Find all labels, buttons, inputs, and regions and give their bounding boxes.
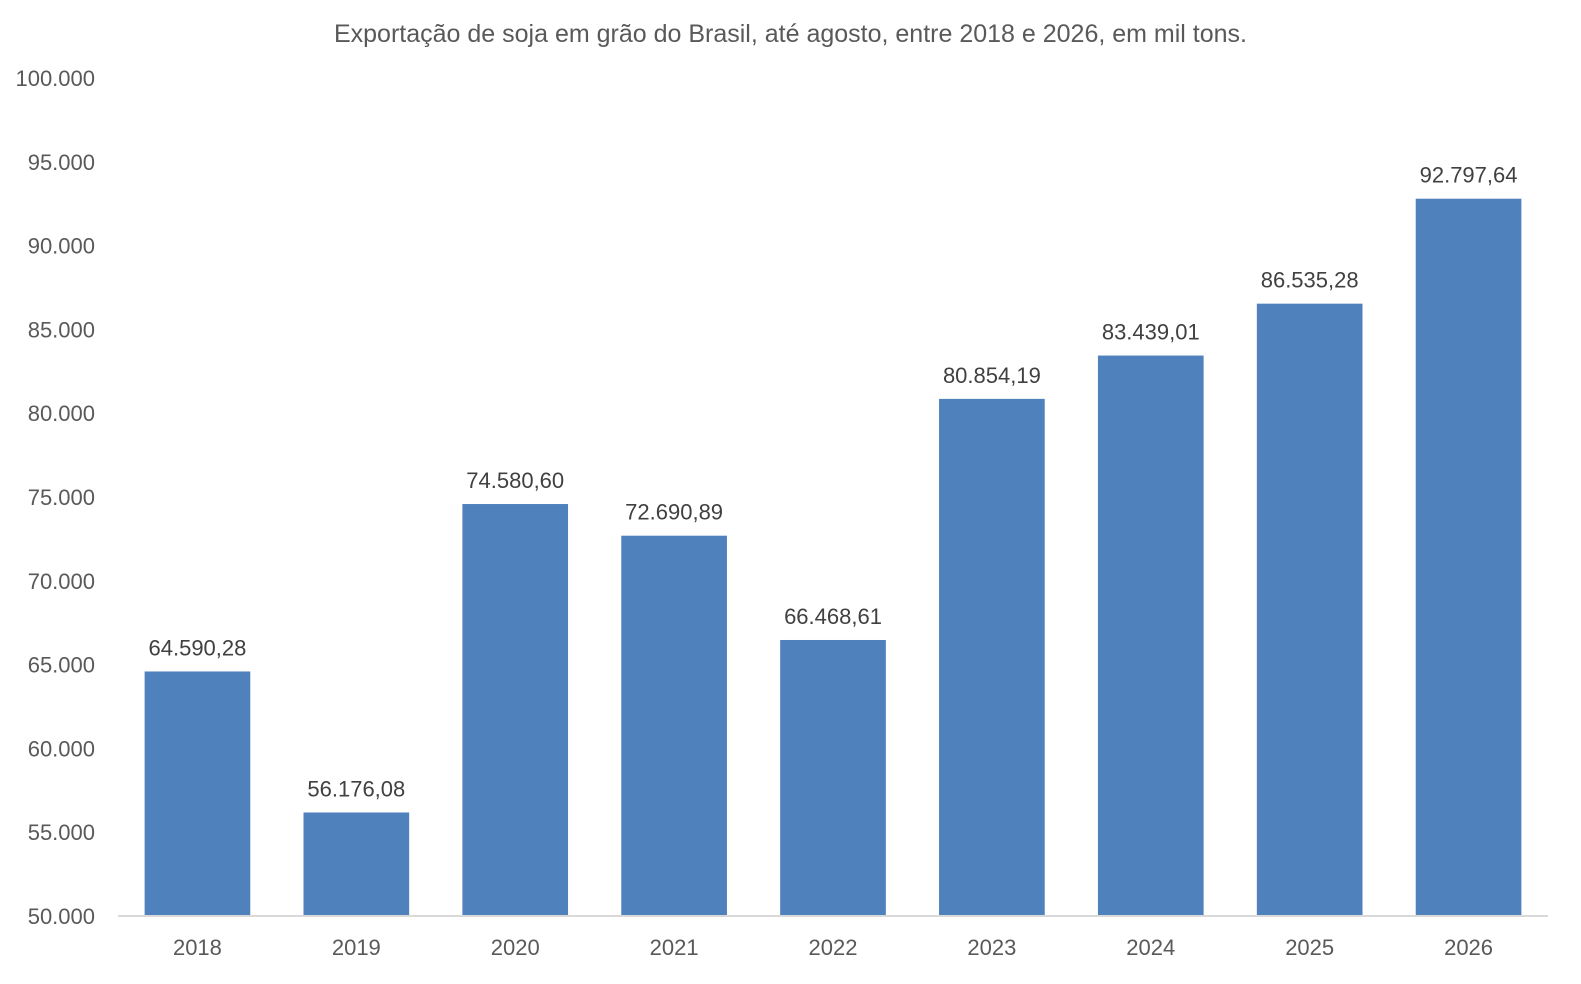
bar-2022 [780,639,886,916]
data-label-2025: 86.535,28 [1261,268,1359,293]
x-tick-label: 2024 [1126,935,1175,960]
y-tick-label: 70.000 [28,569,95,594]
data-label-2019: 56.176,08 [307,776,405,801]
x-tick-label: 2022 [809,935,858,960]
data-label-2026: 92.797,64 [1420,163,1518,188]
y-tick-label: 75.000 [28,485,95,510]
x-tick-label: 2019 [332,935,381,960]
bar-2019 [303,812,410,916]
bar-2023 [939,398,1045,916]
bar-2018 [144,671,251,916]
x-tick-label: 2020 [491,935,540,960]
x-tick-label: 2026 [1444,935,1493,960]
x-tick-label: 2025 [1285,935,1334,960]
y-axis: 50.000 55.000 60.000 65.000 70.000 75.000 80.0… [15,66,95,929]
y-tick-label: 60.000 [28,736,95,761]
bar-2020 [462,504,569,916]
y-tick-label: 90.000 [28,234,95,259]
y-tick-label: 100.000 [15,66,95,91]
data-label-2023: 80.854,19 [943,363,1041,388]
x-tick-label: 2018 [173,935,222,960]
bar-2025 [1256,303,1363,916]
x-axis: 2018 2019 2020 2021 2022 2023 2024 2025 2026 [118,915,1548,960]
bar-2021 [621,535,727,916]
bars [144,198,1522,916]
data-label-2018: 64.590,28 [149,635,247,660]
data-label-2022: 66.468,61 [784,604,882,629]
y-tick-label: 65.000 [28,653,95,678]
data-label-2020: 74.580,60 [466,468,564,493]
bar-2026 [1415,198,1522,916]
data-label-2021: 72.690,89 [625,500,723,525]
data-labels: 64.590,28 56.176,08 74.580,60 72.690,89 66.4… [149,163,1518,802]
x-tick-label: 2021 [650,935,699,960]
data-label-2024: 83.439,01 [1102,320,1200,345]
x-tick-label: 2023 [967,935,1016,960]
y-tick-label: 80.000 [28,401,95,426]
y-tick-label: 85.000 [28,317,95,342]
chart-title: Exportação de soja em grão do Brasil, at… [333,20,1248,48]
y-tick-label: 95.000 [28,150,95,175]
bar-2024 [1097,355,1204,916]
y-tick-label: 50.000 [28,904,95,929]
y-tick-label: 55.000 [28,820,95,845]
